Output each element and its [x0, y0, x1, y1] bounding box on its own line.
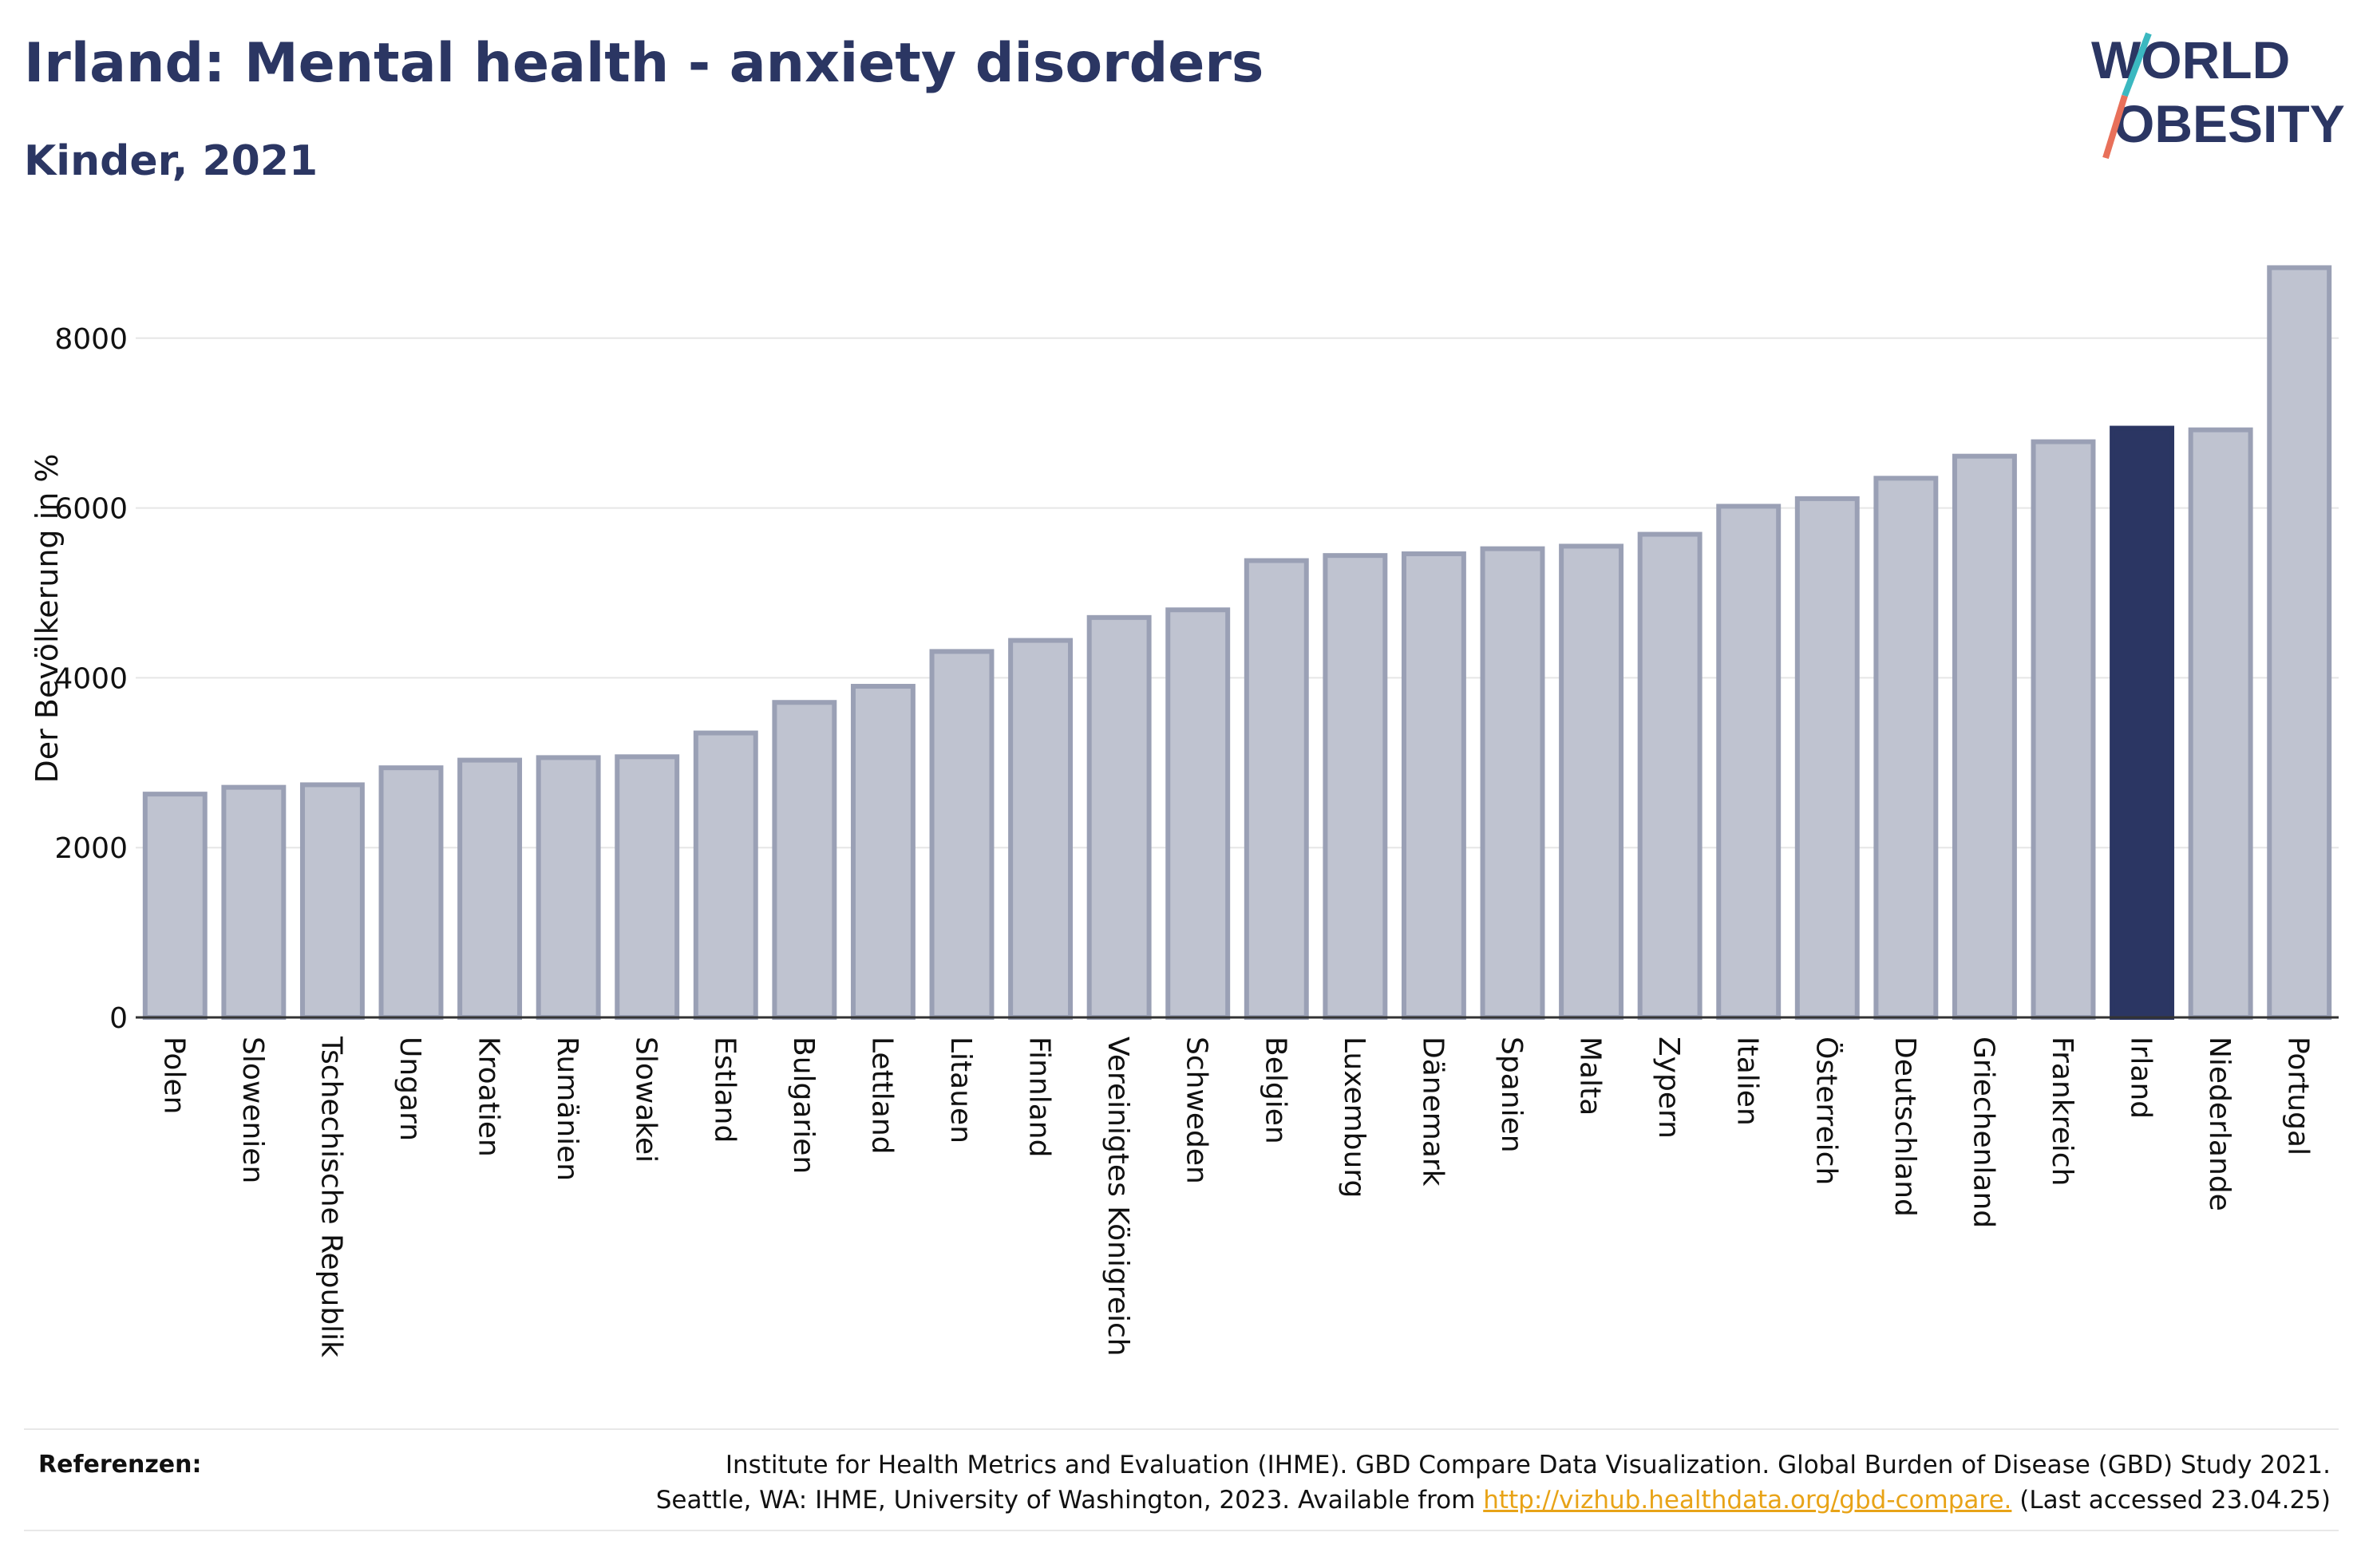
references-text: Institute for Health Metrics and Evaluat…	[656, 1448, 2331, 1518]
x-tick-label: Portugal	[2282, 1037, 2315, 1155]
x-tick-label: Kroatien	[473, 1037, 505, 1157]
bar-spanien	[1480, 546, 1545, 1020]
references-line2-suffix: (Last accessed 23.04.25)	[2019, 1486, 2331, 1515]
bar-griechenland	[1952, 453, 2017, 1020]
x-tick-label: Dänemark	[1416, 1037, 1449, 1187]
x-tick-label: Tschechische Republik	[314, 1036, 347, 1357]
bar-portugal	[2267, 265, 2332, 1020]
x-tick-label: Österreich	[1809, 1037, 1843, 1185]
x-tick-label: Zypern	[1652, 1037, 1685, 1139]
x-tick-label: Lettland	[865, 1037, 898, 1155]
bar-italien	[1716, 504, 1782, 1020]
bar-polen	[142, 792, 208, 1020]
y-tick-label: 4000	[54, 662, 128, 695]
y-tick-label: 0	[109, 1002, 128, 1035]
x-tick-label: Belgien	[1259, 1037, 1291, 1144]
x-tick-label: Irland	[2125, 1037, 2157, 1119]
bar-rumänien	[536, 755, 601, 1020]
x-tick-label: Malta	[1574, 1037, 1607, 1116]
logo-line1: WORLD	[2091, 30, 2290, 89]
x-tick-label: Litauen	[944, 1037, 977, 1143]
x-tick-label: Rumänien	[551, 1037, 583, 1181]
x-tick-label: Polen	[157, 1037, 190, 1114]
bar-bulgarien	[772, 700, 837, 1020]
y-tick-label: 2000	[54, 832, 128, 865]
bar-frankreich	[2031, 439, 2096, 1020]
y-tick-label: 6000	[54, 493, 128, 526]
x-tick-label: Ungarn	[394, 1037, 426, 1141]
bar-slowenien	[221, 784, 287, 1020]
x-tick-label: Niederlande	[2203, 1037, 2236, 1211]
chart-subtitle: Kinder, 2021	[24, 137, 318, 185]
bar-belgien	[1244, 558, 1309, 1020]
logo-slash-teal-icon	[2122, 32, 2152, 97]
references-line2: Seattle, WA: IHME, University of Washing…	[656, 1483, 2331, 1518]
bar-estland	[693, 730, 758, 1020]
x-tick-labels: Polen Slowenien Tschechische Republik Ungar…	[157, 1036, 2314, 1357]
x-tick-label: Slowakei	[630, 1037, 662, 1163]
bar-niederlande	[2188, 427, 2253, 1020]
bar-chart: 0 2000 4000 6000 8000 Polen Slowenien Tschechi…	[30, 265, 2339, 1357]
x-tick-label: Italien	[1731, 1037, 1764, 1126]
references-line1: Institute for Health Metrics and Evaluat…	[725, 1451, 2331, 1479]
x-tick-label: Schweden	[1180, 1037, 1213, 1184]
logo-line2: OBESITY	[2114, 94, 2345, 153]
bar-kroatien	[457, 757, 523, 1020]
x-tick-label: Spanien	[1495, 1037, 1528, 1153]
references-box: Referenzen: Institute for Health Metrics…	[24, 1428, 2339, 1531]
bar-tschechische-republik	[299, 782, 365, 1020]
x-tick-label: Luxemburg	[1338, 1037, 1370, 1198]
bar-deutschland	[1873, 476, 1939, 1020]
x-tick-label: Deutschland	[1888, 1037, 1921, 1217]
y-tick-label: 8000	[54, 323, 128, 356]
bar-irland	[2110, 425, 2175, 1020]
bar-österreich	[1794, 496, 1860, 1020]
y-axis-label: Der Bevölkerung in %	[30, 454, 65, 784]
references-label: Referenzen:	[38, 1451, 202, 1479]
y-tick-labels: 0 2000 4000 6000 8000	[54, 323, 128, 1035]
bar-zypern	[1637, 531, 1703, 1020]
bar-litauen	[929, 649, 995, 1020]
bar-luxemburg	[1323, 553, 1388, 1020]
references-line2-prefix: Seattle, WA: IHME, University of Washing…	[655, 1486, 1476, 1515]
bar-lettland	[850, 684, 916, 1020]
x-tick-label: Finnland	[1023, 1037, 1056, 1157]
x-tick-label: Griechenland	[1967, 1037, 1999, 1228]
logo-slash-red-icon	[2102, 94, 2128, 160]
x-tick-label: Frankreich	[2046, 1037, 2078, 1186]
bar-dänemark	[1401, 551, 1466, 1020]
bars	[142, 265, 2332, 1020]
bar-finnland	[1008, 638, 1074, 1020]
bar-vereinigtes-königreich	[1086, 614, 1152, 1020]
bar-slowakei	[615, 754, 680, 1020]
x-tick-label: Vereinigtes Königreich	[1101, 1037, 1134, 1357]
x-tick-label: Estland	[708, 1037, 741, 1143]
x-tick-label: Bulgarien	[787, 1037, 820, 1174]
bar-schweden	[1165, 607, 1231, 1020]
bar-malta	[1559, 543, 1624, 1020]
x-tick-label: Slowenien	[236, 1037, 269, 1183]
bar-ungarn	[378, 765, 444, 1020]
chart-title: Irland: Mental health - anxiety disorder…	[24, 32, 1264, 95]
references-link[interactable]: http://vizhub.healthdata.org/gbd-compare…	[1483, 1486, 2012, 1515]
world-obesity-logo: WORLD OBESITY	[2091, 30, 2345, 160]
